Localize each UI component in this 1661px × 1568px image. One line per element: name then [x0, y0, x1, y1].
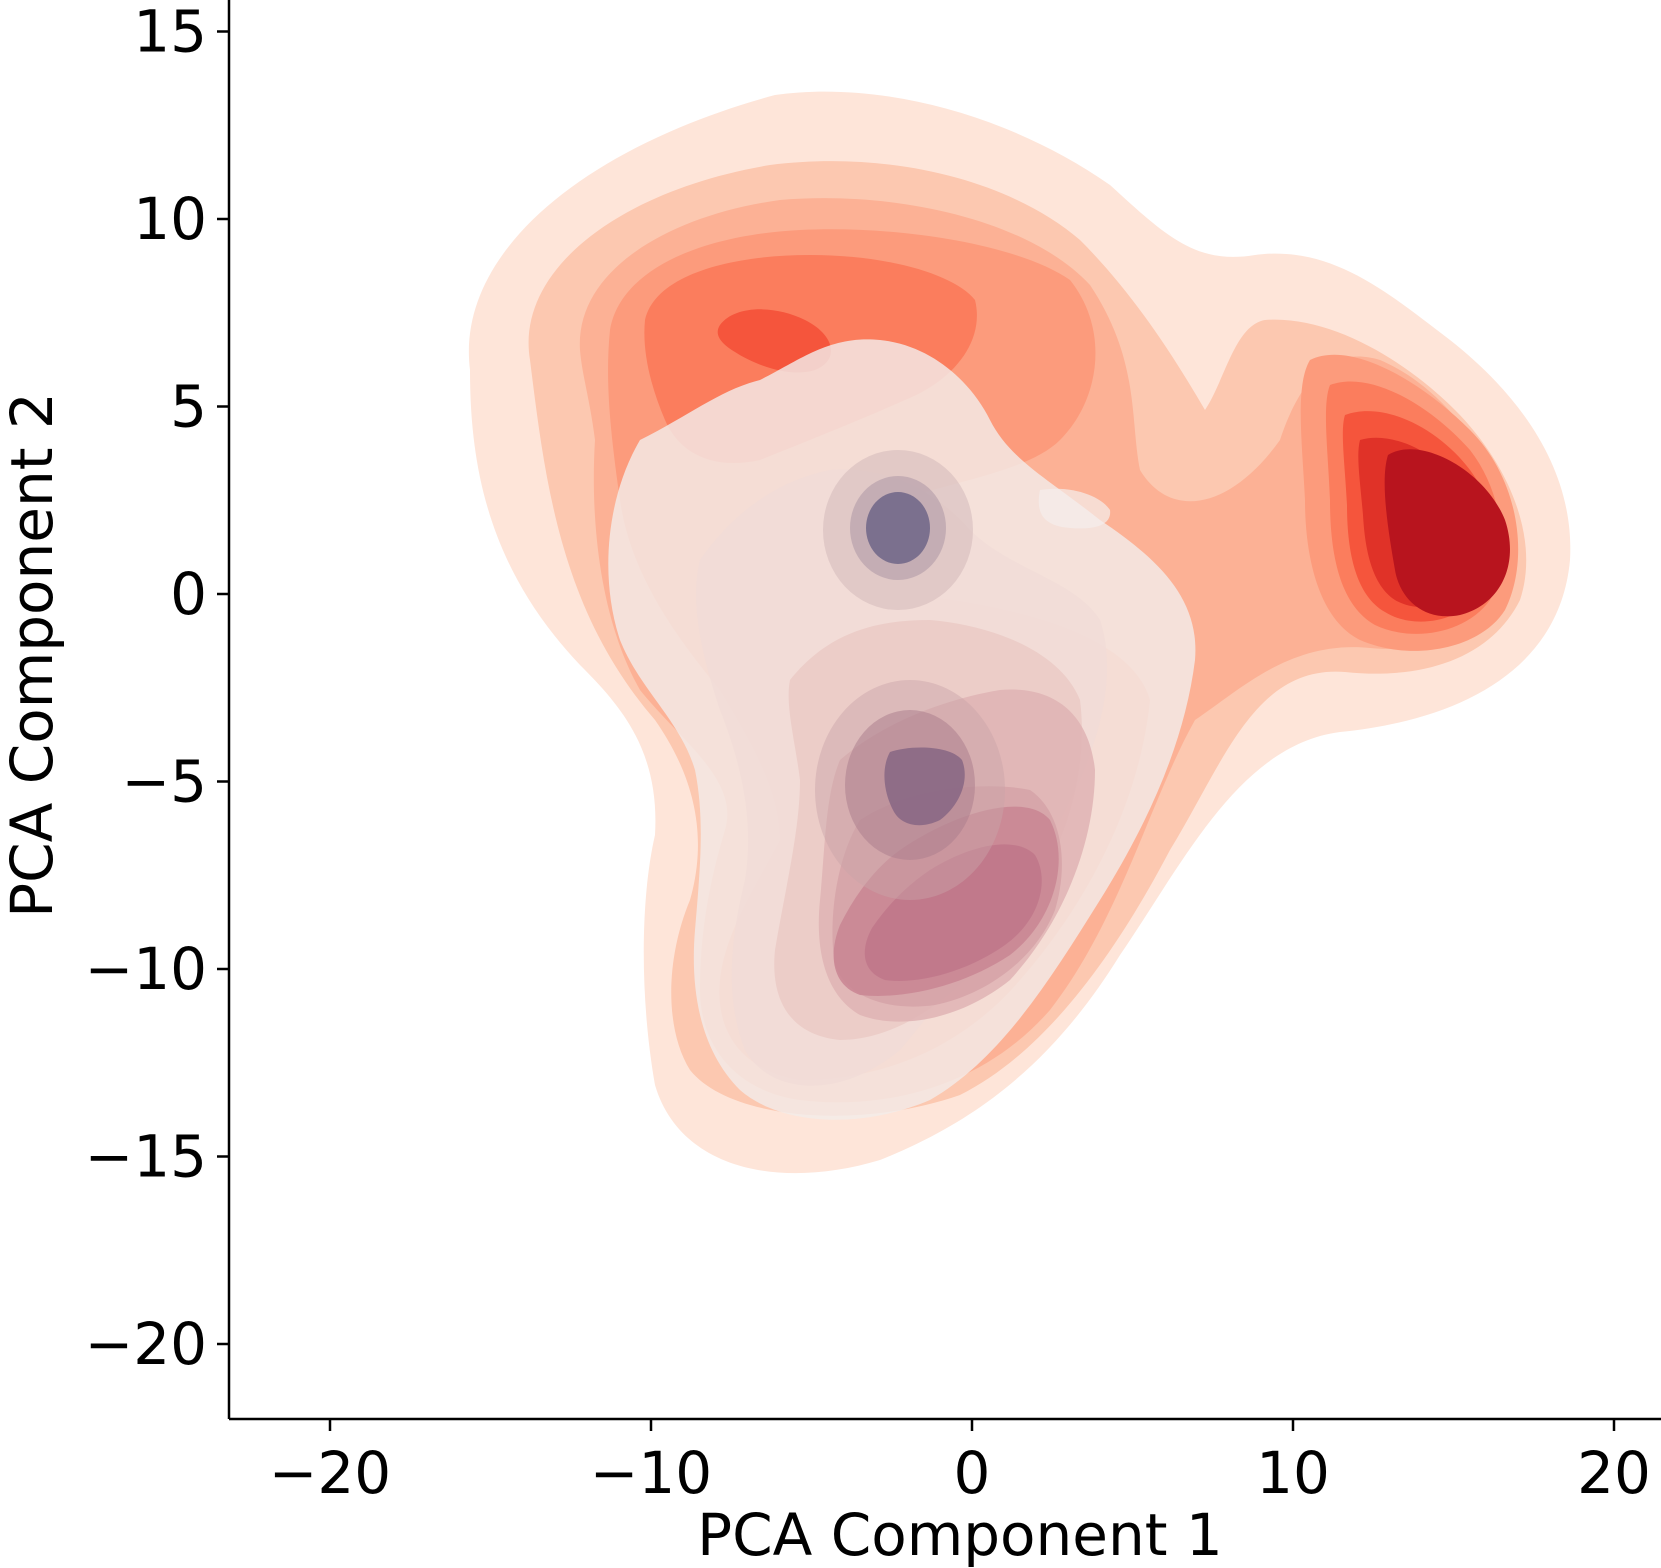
y-tick-label: −5 [122, 748, 208, 816]
y-tick-label: 5 [170, 373, 207, 441]
x-tick-label: −10 [590, 1439, 712, 1507]
y-tick-label: −20 [85, 1310, 207, 1378]
x-tick-label: 0 [954, 1439, 991, 1507]
overlay-density-level-7 [864, 844, 1042, 981]
x-axis-title: PCA Component 1 [697, 1501, 1223, 1568]
x-tick-label: 10 [1256, 1439, 1330, 1507]
y-ticks: −20 −15 −10 −5 0 5 10 15 [85, 0, 229, 1378]
x-tick-label: 20 [1577, 1439, 1651, 1507]
y-axis-title: PCA Component 2 [0, 392, 66, 918]
y-tick-label: 0 [170, 560, 207, 628]
overlay-upper-peak [866, 492, 930, 564]
y-tick-label: 10 [133, 185, 207, 253]
red-density-right-peak [1384, 449, 1510, 617]
x-tick-label: −20 [269, 1439, 391, 1507]
x-ticks: −20 −10 0 10 20 [269, 1419, 1651, 1507]
overlay-lower-peak [884, 747, 965, 826]
overlay-density-layers [608, 339, 1196, 1120]
y-tick-label: 15 [133, 0, 207, 66]
overlay-highlight [1038, 488, 1111, 529]
y-tick-label: −10 [85, 935, 207, 1003]
red-density-level-6 [717, 309, 832, 373]
axes [227, 0, 1661, 1421]
y-tick-label: −15 [85, 1123, 207, 1191]
